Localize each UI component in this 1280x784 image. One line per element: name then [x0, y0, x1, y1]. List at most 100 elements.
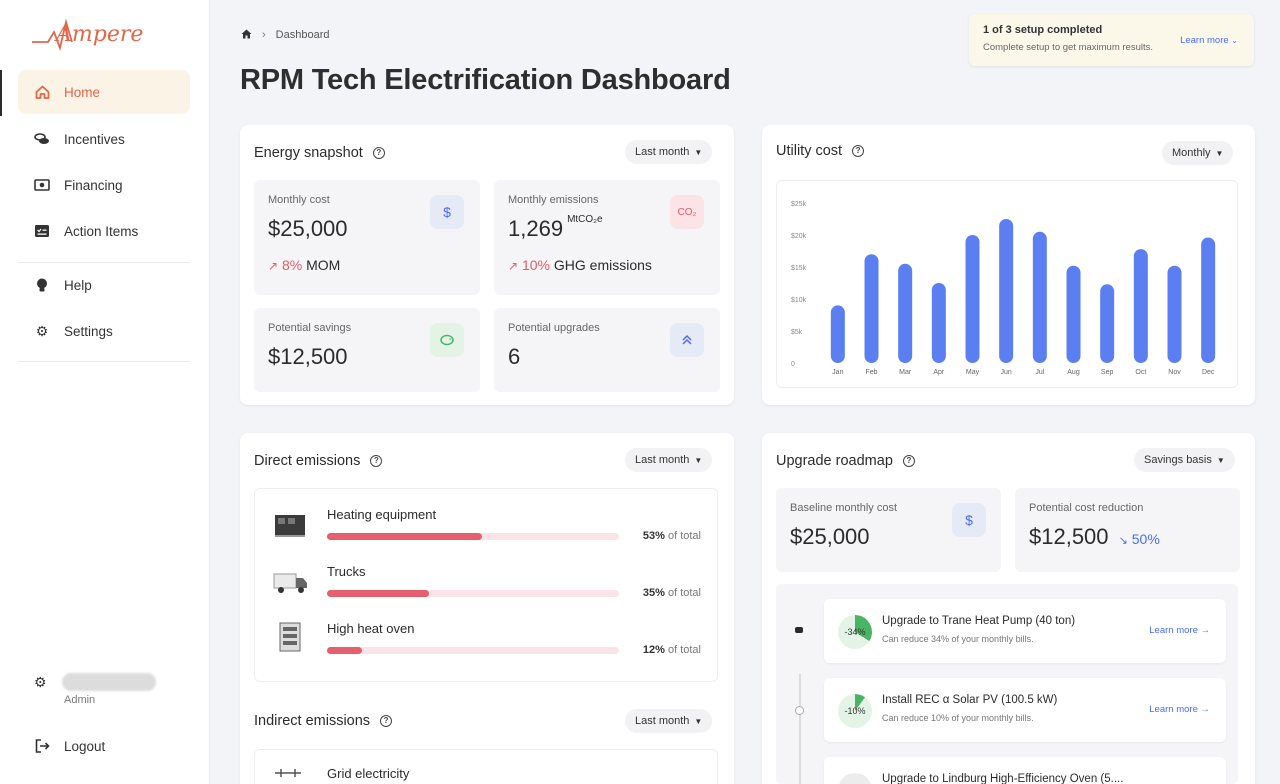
- bar-aug[interactable]: [1066, 265, 1081, 363]
- chevron-down-icon: ▼: [1216, 455, 1225, 465]
- user-role: Admin: [64, 694, 96, 706]
- double-chevron-up-icon: [670, 323, 704, 357]
- card-title-text: Energy snapshot: [254, 145, 363, 161]
- chevron-down-icon: ▼: [694, 716, 703, 726]
- learn-more-label: Learn more: [1149, 704, 1198, 715]
- bar-jan[interactable]: [830, 305, 845, 363]
- setup-banner-subtitle: Complete setup to get maximum results.: [983, 42, 1154, 53]
- help-icon[interactable]: ?: [372, 147, 385, 159]
- setup-learn-more-link[interactable]: Learn more ⌄: [1180, 35, 1238, 46]
- coins-icon: [34, 131, 50, 147]
- tile-value: $12,500: [268, 344, 348, 369]
- learn-more-link[interactable]: Learn more →: [1149, 625, 1210, 636]
- bar-mar[interactable]: [898, 263, 913, 363]
- learn-more-link[interactable]: Learn more →: [1149, 704, 1210, 715]
- y-tick-label: $5k: [791, 329, 803, 336]
- bar-dec[interactable]: [1201, 237, 1216, 363]
- bar-jun[interactable]: [999, 219, 1014, 363]
- emissions-value: 1,269: [508, 216, 564, 241]
- breadcrumb-current: Dashboard: [275, 29, 330, 41]
- direct-emissions-list: Heating equipment 53% of total Trucks 35…: [254, 488, 718, 682]
- card-title-text: Indirect emissions: [254, 713, 371, 729]
- help-icon[interactable]: ?: [902, 455, 915, 467]
- logo-pulse-icon: [32, 18, 73, 52]
- bar-jul[interactable]: [1032, 231, 1047, 363]
- bar-nov[interactable]: [1167, 265, 1182, 363]
- chevron-right-icon: ›: [262, 29, 266, 41]
- x-tick-label: Oct: [1135, 369, 1146, 376]
- direct-emissions-title: Direct emissions ?: [254, 453, 383, 469]
- tile-value: 1,269 MtCO₂e: [508, 214, 603, 242]
- bar-apr[interactable]: [931, 283, 946, 363]
- energy-snapshot-filter-dropdown[interactable]: Last month ▼: [625, 140, 713, 164]
- sidebar-item-label: Home: [64, 84, 101, 100]
- savings-pie-icon: -10%: [838, 694, 872, 728]
- roadmap-item[interactable]: -34% Upgrade to Trane Heat Pump (40 ton)…: [824, 599, 1226, 663]
- home-icon[interactable]: [241, 28, 252, 42]
- ampere-logo[interactable]: Ampere: [30, 12, 143, 58]
- logout-button[interactable]: Logout: [18, 724, 190, 768]
- savings-pct: -34%: [844, 627, 866, 637]
- lightbulb-icon: [34, 277, 50, 293]
- roadmap-item-title: Upgrade to Trane Heat Pump (40 ton): [882, 615, 1076, 627]
- gear-icon: ⚙: [34, 673, 47, 690]
- roadmap-item[interactable]: -10% Install REC α Solar PV (100.5 kW) C…: [824, 678, 1226, 742]
- roadmap-item[interactable]: Upgrade to Lindburg High-Efficiency Oven…: [824, 757, 1226, 784]
- user-settings-button[interactable]: ⚙: [18, 660, 58, 704]
- utility-cost-filter-dropdown[interactable]: Monthly ▼: [1162, 141, 1234, 165]
- upgrade-roadmap-title: Upgrade roadmap ?: [776, 453, 915, 469]
- home-icon: [34, 84, 50, 100]
- sidebar-item-help[interactable]: Help: [18, 263, 190, 307]
- help-icon[interactable]: ?: [380, 715, 393, 727]
- indirect-item-name: Grid electricity: [327, 766, 410, 781]
- of-total-label: of total: [667, 644, 701, 656]
- reduction-pct-value: 50%: [1131, 531, 1160, 547]
- dollar-icon: $: [952, 503, 986, 537]
- trend-label: MOM: [306, 257, 341, 273]
- list-item: Trucks 35% of total: [255, 560, 717, 616]
- emission-pct: 12% of total: [643, 644, 701, 656]
- logo-text: Ampere: [56, 22, 144, 47]
- y-tick-label: $10k: [791, 297, 807, 304]
- chevron-down-icon: ▼: [694, 455, 703, 465]
- tile-trend: ↗ 8% MOM: [268, 257, 340, 273]
- sidebar-item-action-items[interactable]: Action Items: [18, 209, 190, 253]
- bar-may[interactable]: [965, 235, 980, 363]
- roadmap-filter-dropdown[interactable]: Savings basis ▼: [1134, 448, 1235, 472]
- direct-emissions-filter-dropdown[interactable]: Last month ▼: [625, 448, 713, 472]
- card-title-text: Utility cost: [776, 143, 843, 159]
- checklist-icon: [34, 223, 50, 239]
- emission-pct: 53% of total: [643, 530, 701, 542]
- help-icon[interactable]: ?: [852, 145, 865, 157]
- co2-icon: CO₂: [670, 195, 704, 229]
- y-tick-label: 0: [791, 361, 795, 368]
- sidebar-item-home[interactable]: Home: [18, 70, 190, 114]
- timeline-node: [795, 706, 804, 715]
- monthly-cost-tile: Monthly cost $25,000 ↗ 8% MOM $: [254, 180, 480, 295]
- x-tick-label: Jan: [832, 369, 843, 376]
- active-indicator: [0, 70, 2, 116]
- chevron-down-icon: ⌄: [1231, 36, 1238, 45]
- indirect-emissions-filter-dropdown[interactable]: Last month ▼: [625, 709, 713, 733]
- emission-bar-track: [327, 647, 619, 654]
- trend-label: GHG emissions: [553, 257, 652, 273]
- help-icon[interactable]: ?: [370, 455, 383, 467]
- sidebar-item-settings[interactable]: ⚙ Settings: [18, 309, 190, 353]
- bar-sep[interactable]: [1100, 284, 1115, 363]
- bar-oct[interactable]: [1133, 249, 1148, 363]
- list-item: Heating equipment 53% of total: [255, 503, 717, 559]
- filter-label: Last month: [635, 715, 690, 727]
- sidebar: Ampere Home Incentives Financing Action …: [0, 0, 210, 784]
- bar-feb[interactable]: [864, 254, 879, 363]
- sidebar-item-label: Financing: [64, 177, 123, 193]
- x-tick-label: Nov: [1168, 369, 1181, 376]
- arrow-right-icon: →: [1200, 704, 1211, 715]
- roadmap-item-subtitle: Can reduce 34% of your monthly bills.: [882, 634, 1034, 644]
- indirect-emissions-title: Indirect emissions ?: [254, 713, 393, 729]
- energy-snapshot-card: Energy snapshot ? Last month ▼ Monthly co…: [240, 125, 734, 405]
- roadmap-item-subtitle: Can reduce 10% of your monthly bills.: [882, 713, 1034, 723]
- emissions-unit: MtCO₂e: [567, 214, 603, 225]
- sidebar-item-financing[interactable]: Financing: [18, 163, 190, 207]
- gear-icon: ⚙: [35, 322, 49, 339]
- sidebar-item-incentives[interactable]: Incentives: [18, 117, 190, 161]
